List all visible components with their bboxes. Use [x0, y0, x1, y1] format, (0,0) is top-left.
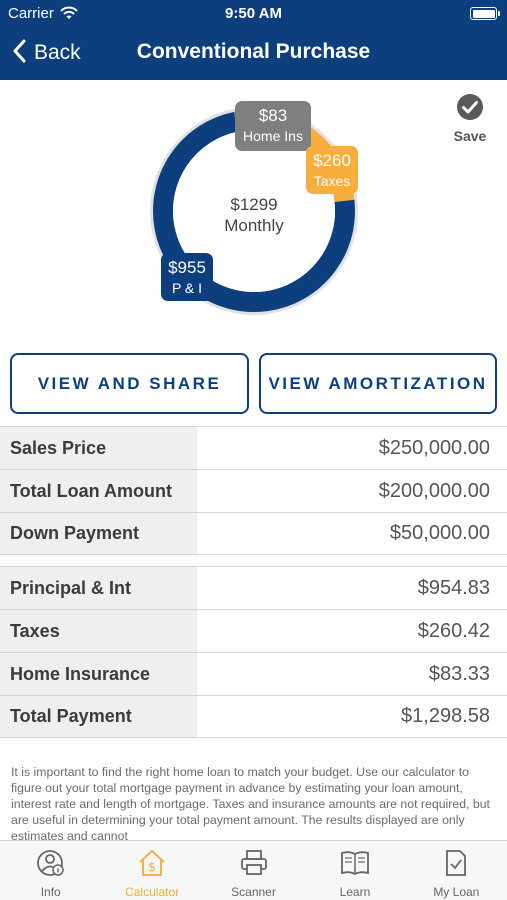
row-label: Down Payment — [0, 513, 197, 554]
row-value: $250,000.00 — [197, 427, 507, 469]
tab-calculator[interactable]: $ Calculator — [101, 841, 202, 900]
principal-interest-label: P & I — [171, 280, 203, 296]
save-label: Save — [453, 128, 487, 144]
disclaimer-text: It is important to find the right home l… — [11, 765, 490, 840]
tab-learn[interactable]: Learn — [304, 841, 405, 900]
navigation-bar: Back Conventional Purchase — [0, 28, 507, 80]
chevron-left-icon — [12, 39, 26, 68]
row-label: Home Insurance — [0, 653, 197, 695]
payment-breakdown-table: Principal & Int $954.83 Taxes $260.42 Ho… — [0, 566, 507, 738]
monthly-label: Monthly — [224, 216, 284, 235]
battery-icon — [470, 7, 500, 20]
wifi-icon — [60, 6, 78, 25]
total-loan-amount-row: Total Loan Amount $200,000.00 — [0, 469, 507, 512]
tab-label: My Loan — [433, 885, 480, 899]
total-payment-row: Total Payment $1,298.58 — [0, 695, 507, 738]
row-value: $260.42 — [197, 610, 507, 652]
svg-text:$: $ — [148, 860, 156, 874]
principal-interest-badge: $955 P & I — [161, 253, 213, 301]
back-button[interactable]: Back — [12, 38, 81, 68]
sales-price-row: Sales Price $250,000.00 — [0, 426, 507, 469]
row-label: Principal & Int — [0, 567, 197, 609]
open-book-icon — [340, 849, 370, 882]
tab-bar: Info $ Calculator Scanner — [0, 840, 507, 900]
taxes-label: Taxes — [313, 173, 351, 189]
home-insurance-amount: $83 — [258, 106, 288, 125]
payment-summary: $1299 Monthly $83 Home Ins $260 Taxes $9… — [0, 80, 507, 348]
home-insurance-label: Home Ins — [243, 128, 303, 144]
down-payment-row: Down Payment $50,000.00 — [0, 512, 507, 555]
row-label: Sales Price — [0, 427, 197, 469]
status-bar: Carrier 9:50 AM — [0, 0, 507, 28]
view-amortization-button[interactable]: VIEW AMORTIZATION — [259, 353, 497, 414]
home-insurance-badge: $83 Home Ins — [235, 101, 311, 151]
house-dollar-icon: $ — [137, 849, 167, 882]
row-label: Taxes — [0, 610, 197, 652]
tab-label: Scanner — [231, 885, 276, 899]
loan-details-table: Sales Price $250,000.00 Total Loan Amoun… — [0, 426, 507, 555]
status-time: 9:50 AM — [225, 5, 282, 22]
row-value: $954.83 — [197, 567, 507, 609]
taxes-amount: $260 — [313, 151, 351, 170]
row-label: Total Loan Amount — [0, 470, 197, 512]
home-insurance-row: Home Insurance $83.33 — [0, 652, 507, 695]
save-button[interactable]: Save — [447, 93, 493, 144]
tab-info[interactable]: Info — [0, 841, 101, 900]
taxes-row: Taxes $260.42 — [0, 609, 507, 652]
checkmark-circle-icon — [456, 94, 484, 125]
row-value: $1,298.58 — [197, 696, 507, 737]
tab-label: Calculator — [125, 885, 180, 899]
tab-label: Info — [40, 885, 61, 899]
row-label: Total Payment — [0, 696, 197, 737]
tab-label: Learn — [339, 885, 371, 899]
monthly-total: $1299 — [230, 195, 278, 214]
view-and-share-button[interactable]: VIEW AND SHARE — [10, 353, 249, 414]
row-value: $50,000.00 — [197, 513, 507, 554]
document-check-icon — [441, 849, 471, 882]
tab-scanner[interactable]: Scanner — [203, 841, 304, 900]
carrier-name: Carrier — [8, 5, 54, 22]
principal-interest-row: Principal & Int $954.83 — [0, 566, 507, 609]
back-label: Back — [34, 41, 81, 64]
printer-icon — [239, 849, 269, 882]
taxes-badge: $260 Taxes — [306, 146, 358, 194]
row-value: $200,000.00 — [197, 470, 507, 512]
person-info-icon — [36, 849, 66, 882]
principal-interest-amount: $955 — [168, 258, 206, 277]
tab-my-loan[interactable]: My Loan — [406, 841, 507, 900]
row-value: $83.33 — [197, 653, 507, 695]
